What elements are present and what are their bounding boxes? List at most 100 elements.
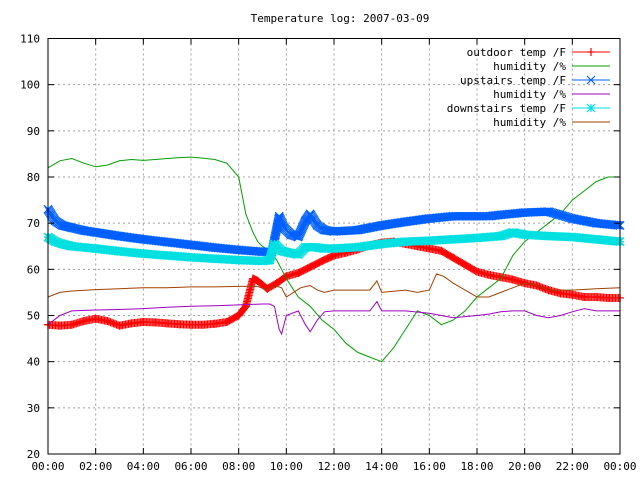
data-point — [241, 302, 250, 311]
data-point — [187, 320, 195, 329]
data-point — [286, 248, 296, 258]
tick-label-x: 00:00 — [603, 460, 636, 473]
data-point — [222, 317, 231, 326]
data-point — [67, 241, 77, 251]
tick-label-y: 50 — [27, 310, 40, 323]
data-point — [472, 233, 482, 243]
data-point — [138, 234, 148, 244]
data-point — [162, 237, 172, 247]
data-point — [265, 255, 275, 265]
data-point — [253, 276, 262, 285]
data-point — [234, 255, 244, 265]
tick-label-x: 22:00 — [556, 460, 589, 473]
data-point — [79, 317, 88, 326]
legend-label: humidity /% — [493, 60, 566, 73]
series-5 — [47, 273, 621, 298]
data-point — [496, 210, 506, 220]
data-point — [312, 221, 322, 230]
series-line — [47, 156, 620, 363]
legend-marker — [587, 48, 595, 56]
data-point — [210, 254, 220, 264]
data-point — [592, 293, 601, 302]
data-point — [186, 240, 196, 250]
data-point — [567, 214, 577, 223]
data-point — [138, 249, 148, 259]
data-point — [567, 232, 577, 242]
tick-label-x: 02:00 — [79, 460, 112, 473]
legend-label: downstairs temp /F — [447, 102, 566, 115]
data-point — [473, 267, 481, 276]
tick-label-x: 12:00 — [317, 460, 350, 473]
data-point — [163, 319, 172, 328]
data-point — [544, 231, 553, 241]
data-point — [591, 218, 601, 228]
data-point — [115, 231, 124, 241]
data-point — [310, 242, 320, 252]
data-point — [484, 270, 493, 279]
data-point — [484, 211, 494, 221]
series-line — [47, 300, 620, 336]
data-point — [353, 242, 363, 252]
series-3 — [47, 300, 620, 336]
data-point — [293, 232, 303, 242]
data-point — [234, 311, 243, 320]
data-point — [318, 257, 327, 266]
data-point — [424, 236, 434, 246]
tick-label-x: 08:00 — [222, 460, 255, 473]
data-point — [50, 237, 60, 247]
data-point — [277, 246, 286, 256]
data-point — [210, 319, 219, 328]
data-point — [305, 209, 315, 219]
data-point — [401, 237, 410, 247]
data-point — [67, 223, 77, 233]
data-point — [353, 225, 363, 235]
tick-label-x: 14:00 — [365, 460, 398, 473]
data-point — [151, 318, 160, 327]
tick-label-x: 18:00 — [460, 460, 493, 473]
data-point — [286, 230, 296, 240]
data-point — [330, 251, 338, 260]
data-point — [115, 246, 124, 256]
data-point — [580, 293, 589, 302]
data-point — [448, 234, 458, 244]
data-point — [294, 269, 303, 278]
tick-label-x: 06:00 — [174, 460, 207, 473]
data-point — [377, 221, 387, 230]
series-1 — [47, 156, 620, 363]
grid — [48, 38, 620, 454]
data-point — [437, 246, 446, 255]
tick-label-y: 70 — [27, 217, 40, 230]
data-point — [520, 208, 530, 217]
tick-label-y: 90 — [27, 125, 40, 138]
data-point — [568, 290, 577, 299]
tick-label-y: 80 — [27, 171, 40, 184]
data-point — [449, 253, 458, 262]
data-point — [544, 207, 553, 217]
data-point — [300, 242, 310, 252]
data-point — [306, 263, 315, 272]
tick-label-x: 16:00 — [413, 460, 446, 473]
data-point — [57, 221, 67, 230]
data-point — [248, 274, 257, 283]
data-point — [269, 239, 279, 249]
data-point — [496, 231, 506, 241]
data-point — [91, 314, 100, 323]
data-point — [329, 244, 339, 253]
data-point — [508, 227, 518, 237]
data-point — [57, 239, 67, 249]
data-point — [198, 320, 207, 329]
data-point — [279, 223, 289, 233]
legend-label: humidity /% — [493, 88, 566, 101]
series-group — [43, 156, 625, 363]
data-point — [79, 226, 89, 235]
data-point — [139, 317, 148, 326]
legend-label: outdoor temp /F — [467, 46, 566, 59]
legend-marker — [586, 103, 596, 113]
data-point — [424, 214, 434, 223]
data-point — [401, 217, 410, 227]
data-point — [115, 321, 124, 330]
tick-label-y: 20 — [27, 448, 40, 461]
tick-label-y: 110 — [20, 33, 40, 46]
